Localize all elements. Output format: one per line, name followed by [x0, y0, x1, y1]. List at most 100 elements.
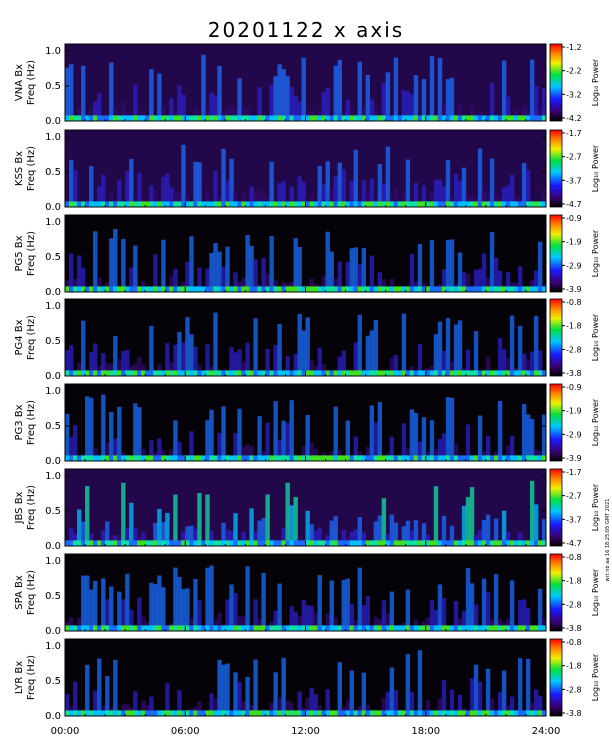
low-frequency-band: [73, 540, 78, 546]
low-frequency-band: [105, 370, 110, 376]
low-frequency-band: [477, 115, 483, 121]
spectrogram-column: [413, 182, 419, 207]
low-frequency-band: [189, 115, 194, 121]
spectrogram-column: [189, 236, 194, 292]
spectrogram-column: [69, 527, 74, 546]
spectrogram-column: [81, 65, 86, 121]
low-frequency-band: [437, 540, 443, 546]
spectrogram-column: [73, 278, 78, 292]
low-frequency-band: [253, 201, 258, 207]
low-frequency-band: [113, 540, 118, 546]
low-frequency-band: [257, 455, 262, 461]
low-frequency-band: [537, 370, 543, 376]
spectrogram-column: [409, 409, 415, 461]
low-frequency-band: [449, 625, 455, 631]
colorbar-tick-label: -0.9: [566, 383, 582, 392]
low-frequency-band: [349, 201, 354, 207]
low-frequency-band: [181, 286, 186, 292]
spectrogram-column: [477, 268, 483, 292]
low-frequency-band: [477, 370, 483, 376]
spectrogram-column: [297, 691, 302, 716]
spectrogram-column: [217, 612, 222, 631]
low-frequency-band: [341, 201, 346, 207]
low-frequency-band: [205, 625, 210, 631]
spectrogram-column: [537, 588, 543, 631]
spectrogram-column: [241, 446, 246, 461]
x-tick-label: 00:00: [51, 726, 80, 737]
spectrogram-column: [457, 618, 463, 631]
low-frequency-band: [397, 115, 403, 121]
freq-label: Freq (Hz): [26, 570, 37, 615]
colorbar: [549, 553, 563, 632]
spectrogram-column: [93, 447, 98, 461]
colorbar-tick-label: -1.7: [566, 129, 582, 138]
spectrogram-column: [449, 525, 455, 546]
low-frequency-band: [457, 286, 463, 292]
spectrogram-column: [445, 239, 451, 292]
low-frequency-band: [253, 115, 258, 121]
spectrogram-column: [473, 664, 479, 716]
low-frequency-band: [337, 540, 342, 546]
low-frequency-band: [173, 201, 178, 207]
low-frequency-band: [197, 286, 202, 292]
spectrogram-column: [141, 364, 146, 376]
spectrogram-column: [69, 345, 74, 376]
spectrogram-column: [465, 567, 471, 631]
low-frequency-band: [521, 540, 527, 546]
low-frequency-band: [417, 370, 423, 376]
spectrogram-column: [361, 532, 367, 546]
spectrogram-column: [537, 350, 543, 376]
low-frequency-band: [445, 201, 451, 207]
colorbar-tick-label: -0.8: [566, 298, 582, 307]
spectrogram-column: [105, 599, 110, 631]
low-frequency-band: [457, 710, 463, 716]
low-frequency-band: [405, 201, 411, 207]
low-frequency-band: [377, 370, 383, 376]
low-frequency-band: [237, 540, 242, 546]
low-frequency-band: [233, 540, 238, 546]
spectrogram-column: [169, 275, 174, 292]
spectrogram-column: [305, 317, 310, 376]
spectrogram-column: [233, 433, 238, 461]
spectrogram-column: [81, 267, 86, 292]
low-frequency-band: [165, 201, 170, 207]
low-frequency-band: [469, 455, 475, 461]
spectrogram-column: [525, 607, 531, 631]
spectrogram-column: [209, 409, 214, 461]
spectrogram-column: [365, 596, 371, 631]
y-tick-label: 1.0: [45, 132, 61, 143]
spectrogram-column: [453, 443, 459, 461]
low-frequency-band: [529, 115, 535, 121]
spectrogram-column: [225, 529, 230, 546]
spectrogram-column: [341, 350, 346, 376]
y-tick-label: 0.5: [45, 252, 61, 263]
low-frequency-band: [65, 370, 70, 376]
low-frequency-band: [505, 115, 511, 121]
spectrogram-column: [65, 350, 70, 376]
low-frequency-band: [265, 201, 270, 207]
spectrogram-column: [157, 363, 162, 376]
low-frequency-band: [321, 455, 326, 461]
low-frequency-band: [361, 115, 367, 121]
low-frequency-band: [529, 625, 535, 631]
low-frequency-band: [517, 115, 523, 121]
spectrogram-column: [445, 397, 451, 461]
low-frequency-band: [529, 710, 535, 716]
low-frequency-band: [437, 115, 443, 121]
low-frequency-band: [345, 115, 350, 121]
spectrogram-column: [309, 606, 314, 631]
station-label: VNA Bx: [14, 64, 25, 101]
low-frequency-band: [269, 625, 274, 631]
low-frequency-band: [293, 115, 298, 121]
low-frequency-band: [125, 625, 130, 631]
spectrogram-column: [405, 159, 411, 207]
spectrogram-column: [205, 109, 210, 121]
spectrogram-column: [433, 449, 439, 461]
x-tick-label: 24:00: [532, 726, 561, 737]
low-frequency-band: [425, 710, 431, 716]
spectrogram-column: [541, 617, 547, 631]
low-frequency-band: [449, 540, 455, 546]
low-frequency-band: [329, 625, 334, 631]
spectrogram-column: [469, 583, 475, 631]
